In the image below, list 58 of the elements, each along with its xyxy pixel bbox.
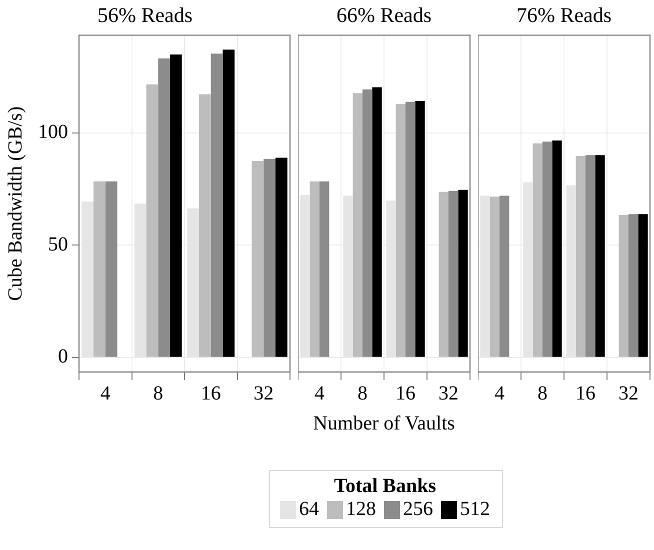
x-tick-label: 4 [494, 382, 504, 404]
x-tick-label: 16 [200, 382, 221, 404]
x-tick-label: 32 [254, 382, 274, 404]
bar [320, 181, 330, 357]
bar [396, 104, 406, 357]
bar [94, 181, 106, 357]
bar [586, 155, 596, 357]
bar [105, 181, 118, 357]
x-tick-label: 8 [538, 382, 548, 404]
bar [146, 84, 158, 357]
legend-title: Total Banks [332, 475, 438, 498]
bar [490, 196, 500, 357]
bar [415, 100, 425, 357]
bar [275, 158, 288, 357]
x-tick-label: 4 [100, 382, 110, 404]
bar [210, 54, 223, 357]
bar [222, 50, 235, 357]
bar [406, 102, 416, 357]
bar [170, 54, 182, 357]
bar [352, 93, 362, 357]
bar [372, 87, 382, 357]
legend-label: 512 [460, 498, 490, 521]
bar [552, 140, 562, 357]
bar [458, 190, 468, 357]
bar [362, 89, 372, 357]
bar [532, 143, 542, 357]
legend-label: 128 [346, 498, 376, 521]
x-tick-label: 16 [576, 382, 596, 404]
bar [438, 192, 448, 357]
bar [628, 214, 638, 357]
y-tick-label: 50 [48, 233, 68, 256]
y-axis-title: Cube Bandwidth (GB/s) [4, 106, 26, 301]
chart-title: 76% Reads [516, 3, 612, 28]
bar [595, 155, 605, 357]
x-tick-label: 32 [618, 382, 638, 404]
x-tick-label: 16 [396, 382, 416, 404]
bar [576, 156, 586, 357]
chart-title: 56% Reads [97, 3, 193, 28]
bar [252, 160, 264, 357]
bar [618, 215, 628, 357]
bar [448, 191, 458, 357]
legend-label: 64 [299, 498, 319, 521]
bar [199, 94, 211, 357]
x-tick-label: 4 [314, 382, 324, 404]
bar [500, 196, 510, 357]
bar [638, 214, 648, 357]
y-tick-label: 0 [58, 346, 68, 368]
bar [264, 158, 276, 357]
x-axis-title: Number of Vaults [313, 412, 456, 434]
bar [158, 58, 170, 357]
legend-label: 256 [403, 498, 433, 521]
chart-title: 66% Reads [336, 3, 432, 28]
bar [310, 181, 320, 357]
x-tick-label: 8 [153, 382, 164, 404]
y-tick-label: 100 [38, 121, 68, 144]
x-tick-label: 8 [358, 382, 368, 404]
bar [542, 142, 552, 357]
x-tick-label: 32 [438, 382, 458, 404]
